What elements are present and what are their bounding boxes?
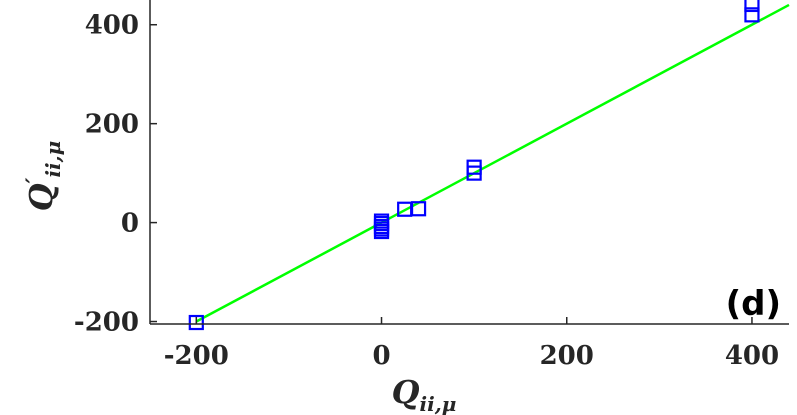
- data-point: [744, 0, 760, 13]
- plot-background: [150, 0, 789, 324]
- y-axis-label-subscript: ii,μ: [41, 141, 65, 178]
- x-tick-label: -200: [164, 341, 229, 371]
- y-tick-label: 0: [121, 209, 139, 239]
- tick-labels: -200 0 200 400 -200 0 200 400: [74, 11, 779, 371]
- x-axis-label-subscript: ii,μ: [420, 392, 457, 415]
- x-tick-label: 0: [372, 341, 390, 371]
- y-tick-label: 200: [85, 110, 139, 140]
- x-axis-label-main: Q: [392, 373, 420, 411]
- x-tick-label: 400: [725, 341, 779, 371]
- y-tick-label: -200: [74, 308, 139, 338]
- data-point: [373, 223, 390, 240]
- y-axis-label-main: Q: [22, 183, 60, 211]
- data-point: [410, 201, 427, 217]
- x-axis-label: Qii,μ: [392, 373, 457, 415]
- y-axis-label-prime: ′: [22, 177, 48, 183]
- plot-area: [150, 0, 789, 324]
- x-tick-label: 200: [540, 341, 594, 371]
- data-point: [188, 314, 204, 331]
- data-markers: [188, 0, 790, 331]
- y-tick-label: 400: [85, 11, 139, 41]
- axes: [149, 0, 789, 325]
- panel-label: (d): [726, 284, 781, 324]
- fit-line: [195, 3, 790, 323]
- data-point: [744, 7, 760, 23]
- y-axis-label: Q′ii,μ: [22, 141, 65, 211]
- data-point: [466, 159, 482, 175]
